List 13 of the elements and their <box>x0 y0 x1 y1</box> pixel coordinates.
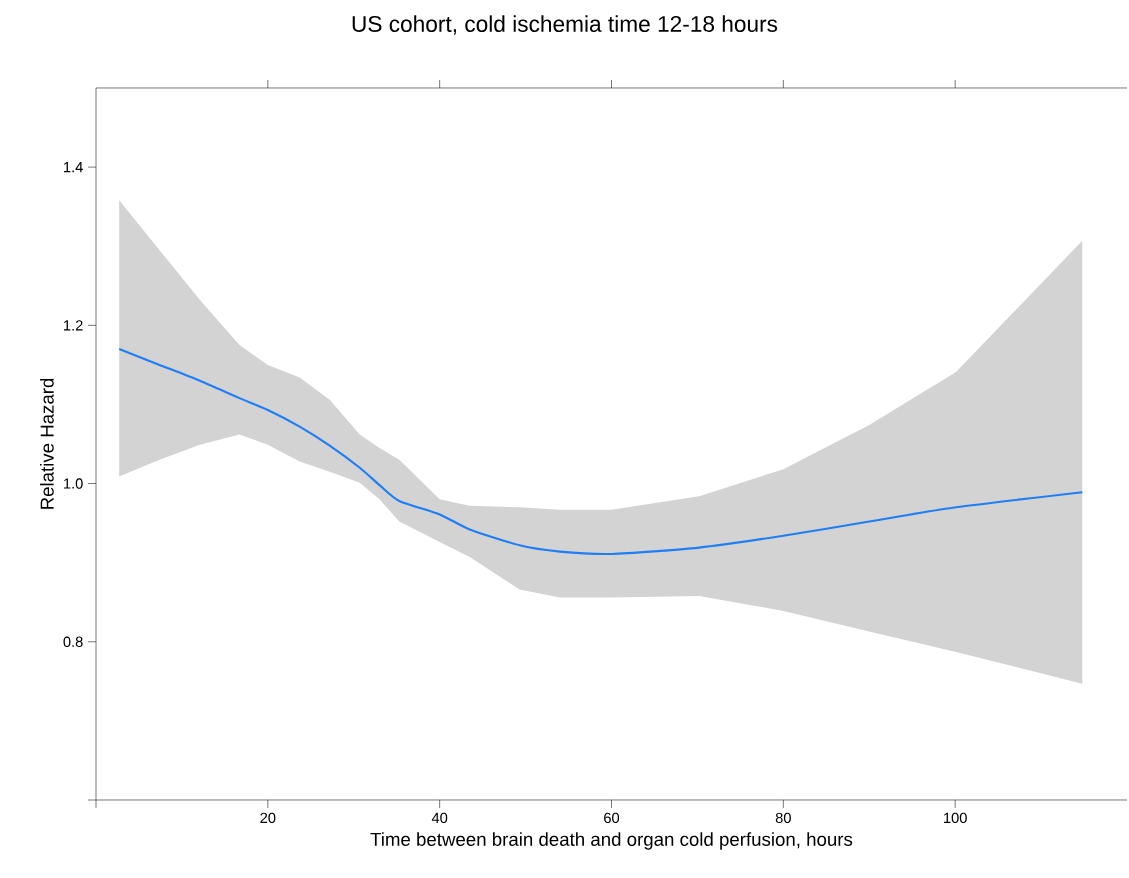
x-tick-label: 40 <box>431 812 448 824</box>
y-tick-label: 0.8 <box>63 636 83 647</box>
chart-title: US cohort, cold ischemia time 12-18 hours <box>352 15 778 35</box>
x-tick-label: 80 <box>775 812 791 824</box>
line-series <box>118 347 1084 556</box>
y-tick-label: 1.4 <box>64 162 83 173</box>
y-tick-label: 1.0 <box>64 478 83 489</box>
x-tick-label: 20 <box>260 812 276 824</box>
x-axis-title: Time between brain death and organ cold perfusion, hours <box>370 832 853 850</box>
y-tick-label: 1.2 <box>64 320 83 331</box>
x-tick-label: 60 <box>604 812 620 824</box>
x-tick-label: 100 <box>944 812 967 824</box>
y-axis-title: Relative Hazard <box>40 378 54 509</box>
